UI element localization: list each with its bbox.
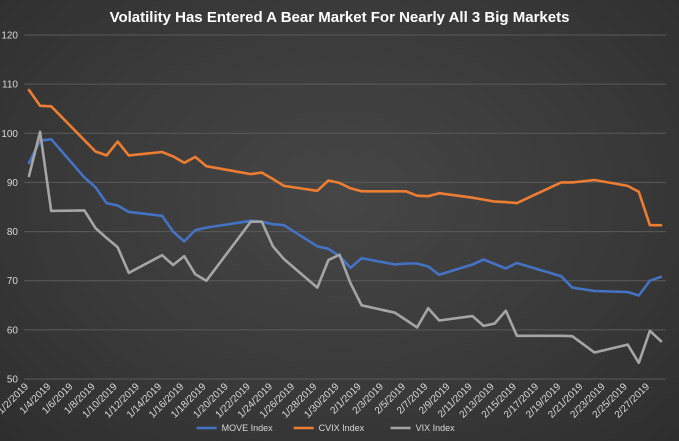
legend-item: CVIX Index xyxy=(293,423,365,433)
y-tick-label: 50 xyxy=(7,375,19,386)
series-lines xyxy=(27,88,663,365)
legend-label: CVIX Index xyxy=(319,423,365,433)
gridlines xyxy=(24,34,666,380)
y-axis-tick-labels: 50 60 70 80 90 100 110 120 xyxy=(1,31,18,386)
cvix-index-line xyxy=(27,88,663,227)
legend-item: VIX Index xyxy=(390,423,456,433)
y-tick-label: 90 xyxy=(7,178,19,189)
legend-label: VIX Index xyxy=(416,423,456,433)
y-tick-label: 60 xyxy=(7,325,19,336)
chart-title: Volatility Has Entered A Bear Market For… xyxy=(110,9,570,26)
x-axis-tick-labels: 1/2/20191/4/20191/6/20191/8/20191/10/201… xyxy=(0,381,652,421)
y-tick-label: 100 xyxy=(1,129,18,140)
legend-item: MOVE Index xyxy=(196,423,274,433)
vix-index-line xyxy=(27,130,663,365)
y-tick-label: 120 xyxy=(1,31,18,42)
y-tick-label: 70 xyxy=(7,276,19,287)
y-tick-label: 110 xyxy=(2,80,18,91)
legend-label: MOVE Index xyxy=(222,423,274,433)
legend: MOVE Index CVIX Index VIX Index xyxy=(196,423,456,433)
y-tick-label: 80 xyxy=(7,227,19,238)
